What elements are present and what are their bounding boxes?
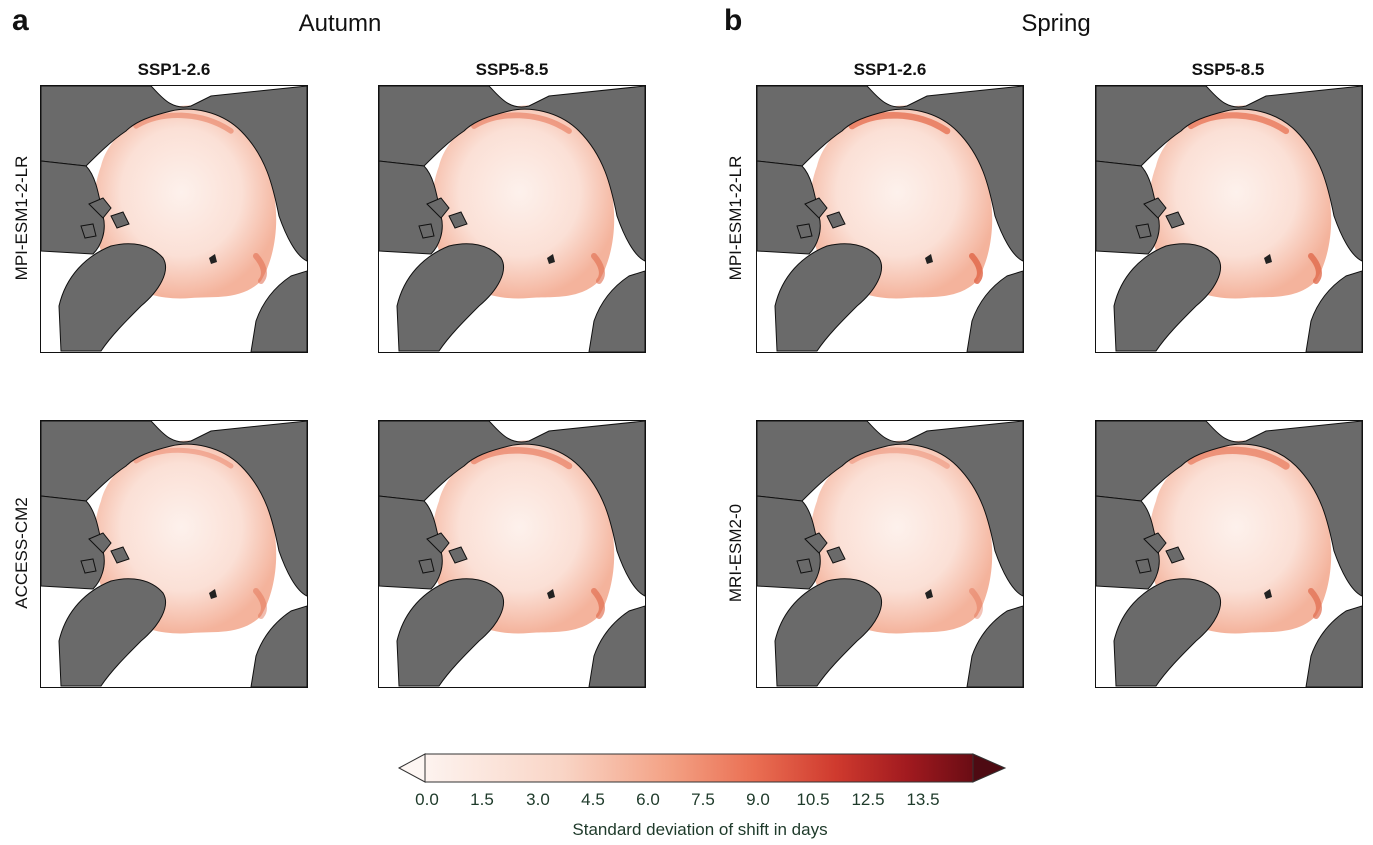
map-spring-mri-ssp126 bbox=[756, 420, 1024, 688]
panel-letter-b: b bbox=[724, 4, 743, 37]
scenario-header-b2: SSP5-8.5 bbox=[1191, 60, 1265, 79]
row-label-a2: ACCESS-CM2 bbox=[12, 497, 31, 609]
barents-hotspot bbox=[1308, 588, 1322, 619]
barents-hotspot bbox=[253, 588, 267, 619]
panel-letter-a: a bbox=[12, 4, 29, 37]
map-spring-mri-ssp585 bbox=[1095, 420, 1363, 688]
land-svalbard bbox=[1264, 589, 1272, 599]
barents-hotspot bbox=[1308, 253, 1322, 284]
land-archipelago bbox=[80, 532, 130, 574]
colorbar-tick: 7.5 bbox=[691, 790, 715, 809]
land-siberia bbox=[1096, 421, 1362, 597]
land-svalbard bbox=[925, 589, 933, 599]
colorbar-over-arrow bbox=[972, 753, 1007, 783]
barents-hotspot bbox=[591, 253, 605, 284]
ice-edge-band bbox=[133, 447, 234, 469]
land-svalbard bbox=[209, 254, 217, 264]
land-greenland bbox=[1113, 243, 1221, 352]
colorbar-tick: 4.5 bbox=[581, 790, 605, 809]
map-autumn-access-ssp126 bbox=[40, 420, 308, 688]
land-archipelago bbox=[80, 197, 130, 239]
land-svalbard bbox=[1264, 254, 1272, 264]
ice-edge-band bbox=[849, 447, 950, 469]
scenario-header-b1: SSP1-2.6 bbox=[853, 60, 927, 79]
land-siberia bbox=[41, 86, 307, 262]
row-label-b1: MPI-ESM1-2-LR bbox=[726, 155, 745, 281]
colorbar-tick: 9.0 bbox=[746, 790, 770, 809]
colorbar-tick: 13.5 bbox=[906, 790, 940, 809]
colorbar-tick: 6.0 bbox=[636, 790, 660, 809]
land-siberia bbox=[1096, 86, 1362, 262]
colorbar-tick: 3.0 bbox=[526, 790, 550, 809]
ice-edge-band bbox=[848, 112, 951, 135]
land-archipelago bbox=[796, 197, 846, 239]
row-label-b2: MRI-ESM2-0 bbox=[726, 503, 745, 603]
land-scandinavia bbox=[588, 605, 645, 687]
land-archipelago bbox=[1135, 532, 1185, 574]
land-siberia bbox=[379, 86, 645, 262]
colorbar bbox=[397, 753, 1007, 783]
barents-hotspot bbox=[969, 588, 983, 619]
land-scandinavia bbox=[1305, 605, 1362, 687]
colorbar-tick: 0.0 bbox=[415, 790, 439, 809]
land-svalbard bbox=[547, 254, 555, 264]
land-scandinavia bbox=[966, 270, 1023, 352]
land-scandinavia bbox=[250, 605, 307, 687]
land-svalbard bbox=[925, 254, 933, 264]
colorbar-tick: 12.5 bbox=[851, 790, 885, 809]
map-autumn-mpi-ssp585 bbox=[378, 85, 646, 353]
land-scandinavia bbox=[588, 270, 645, 352]
land-siberia bbox=[379, 421, 645, 597]
colorbar-tick: 10.5 bbox=[796, 790, 830, 809]
row-label-a1: MPI-ESM1-2-LR bbox=[12, 155, 31, 281]
scenario-header-a1: SSP1-2.6 bbox=[137, 60, 211, 79]
ice-edge-band bbox=[133, 112, 234, 134]
colorbar-tick: 1.5 bbox=[470, 790, 494, 809]
panel-b-title: Spring bbox=[1021, 10, 1091, 37]
land-archipelago bbox=[418, 532, 468, 574]
colorbar-body bbox=[424, 753, 974, 783]
map-spring-mpi-ssp585 bbox=[1095, 85, 1363, 353]
scenario-header-a2: SSP5-8.5 bbox=[475, 60, 549, 79]
colorbar-label: Standard deviation of shift in days bbox=[572, 820, 828, 839]
ice-edge-band bbox=[1187, 112, 1290, 135]
ice-edge-band bbox=[470, 447, 573, 470]
land-archipelago bbox=[1135, 197, 1185, 239]
panel-a-title: Autumn bbox=[298, 10, 382, 37]
land-greenland bbox=[396, 243, 504, 352]
land-greenland bbox=[58, 243, 166, 352]
land-siberia bbox=[41, 421, 307, 597]
land-scandinavia bbox=[966, 605, 1023, 687]
land-greenland bbox=[774, 578, 882, 687]
colorbar-under-arrow bbox=[397, 753, 426, 783]
land-siberia bbox=[757, 421, 1023, 597]
barents-hotspot bbox=[253, 253, 267, 284]
land-greenland bbox=[1113, 578, 1221, 687]
land-svalbard bbox=[209, 589, 217, 599]
land-svalbard bbox=[547, 589, 555, 599]
land-greenland bbox=[58, 578, 166, 687]
land-greenland bbox=[396, 578, 504, 687]
map-autumn-mpi-ssp126 bbox=[40, 85, 308, 353]
barents-hotspot bbox=[969, 253, 983, 284]
land-scandinavia bbox=[250, 270, 307, 352]
land-siberia bbox=[757, 86, 1023, 262]
ice-edge-band bbox=[1187, 446, 1290, 470]
land-scandinavia bbox=[1305, 270, 1362, 352]
map-spring-mpi-ssp126 bbox=[756, 85, 1024, 353]
land-greenland bbox=[774, 243, 882, 352]
barents-hotspot bbox=[591, 588, 605, 619]
ice-edge-band bbox=[471, 112, 572, 134]
land-archipelago bbox=[796, 532, 846, 574]
map-autumn-access-ssp585 bbox=[378, 420, 646, 688]
land-archipelago bbox=[418, 197, 468, 239]
